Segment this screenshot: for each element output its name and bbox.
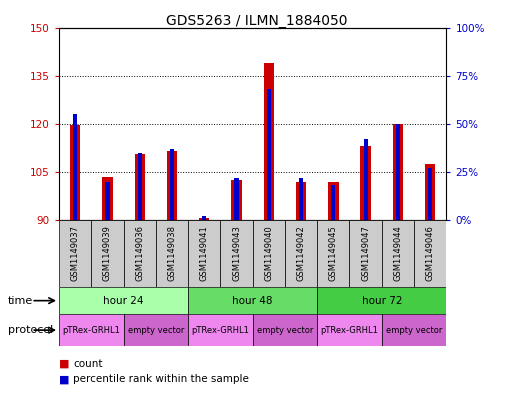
Text: empty vector: empty vector [128,326,184,334]
Bar [331,185,336,220]
Bar [59,220,91,287]
Bar [361,146,371,220]
Bar [252,314,317,346]
Text: GSM1149041: GSM1149041 [200,226,209,281]
Bar [124,314,188,346]
Bar [199,219,209,220]
Bar [299,178,303,220]
Bar [188,287,317,314]
Bar [234,178,239,220]
Bar [267,89,271,220]
Text: GSM1149046: GSM1149046 [426,226,435,281]
Text: GSM1149045: GSM1149045 [329,226,338,281]
Bar [156,220,188,287]
Bar [264,63,274,220]
Bar [188,220,221,287]
Text: pTRex-GRHL1: pTRex-GRHL1 [63,326,120,334]
Text: GSM1149044: GSM1149044 [393,226,402,281]
Bar [221,220,252,287]
Bar [328,182,339,220]
Bar [382,314,446,346]
Bar [317,314,382,346]
Bar [428,168,432,220]
Text: hour 24: hour 24 [103,296,144,306]
Bar [396,124,400,220]
Bar [252,220,285,287]
Text: GSM1149036: GSM1149036 [135,226,144,281]
Bar [414,220,446,287]
Text: empty vector: empty vector [386,326,442,334]
Bar [425,164,436,220]
Bar [137,153,142,220]
Text: time: time [8,296,33,306]
Text: GSM1149038: GSM1149038 [167,226,176,281]
Bar [296,182,306,220]
Bar [59,287,188,314]
Text: hour 72: hour 72 [362,296,402,306]
Bar [364,139,368,220]
Bar [91,220,124,287]
Text: GDS5263 / ILMN_1884050: GDS5263 / ILMN_1884050 [166,14,347,28]
Text: GSM1149042: GSM1149042 [297,226,306,281]
Text: GSM1149037: GSM1149037 [71,226,80,281]
Bar [73,114,77,220]
Text: pTRex-GRHL1: pTRex-GRHL1 [191,326,249,334]
Text: protocol: protocol [8,325,53,335]
Bar [124,220,156,287]
Text: ■: ■ [59,374,69,384]
Bar [188,314,252,346]
Text: percentile rank within the sample: percentile rank within the sample [73,374,249,384]
Bar [285,220,317,287]
Text: ■: ■ [59,358,69,369]
Text: pTRex-GRHL1: pTRex-GRHL1 [321,326,379,334]
Text: GSM1149040: GSM1149040 [264,226,273,281]
Bar [349,220,382,287]
Bar [134,154,145,220]
Bar [167,151,177,220]
Bar [317,220,349,287]
Text: GSM1149043: GSM1149043 [232,226,241,281]
Bar [105,182,109,220]
Bar [382,220,414,287]
Bar [170,149,174,220]
Bar [393,124,403,220]
Bar [70,125,81,220]
Text: empty vector: empty vector [256,326,313,334]
Bar [317,287,446,314]
Text: count: count [73,358,103,369]
Text: hour 48: hour 48 [232,296,273,306]
Bar [231,180,242,220]
Bar [202,216,206,220]
Bar [59,314,124,346]
Text: GSM1149047: GSM1149047 [361,226,370,281]
Bar [102,177,112,220]
Text: GSM1149039: GSM1149039 [103,226,112,281]
